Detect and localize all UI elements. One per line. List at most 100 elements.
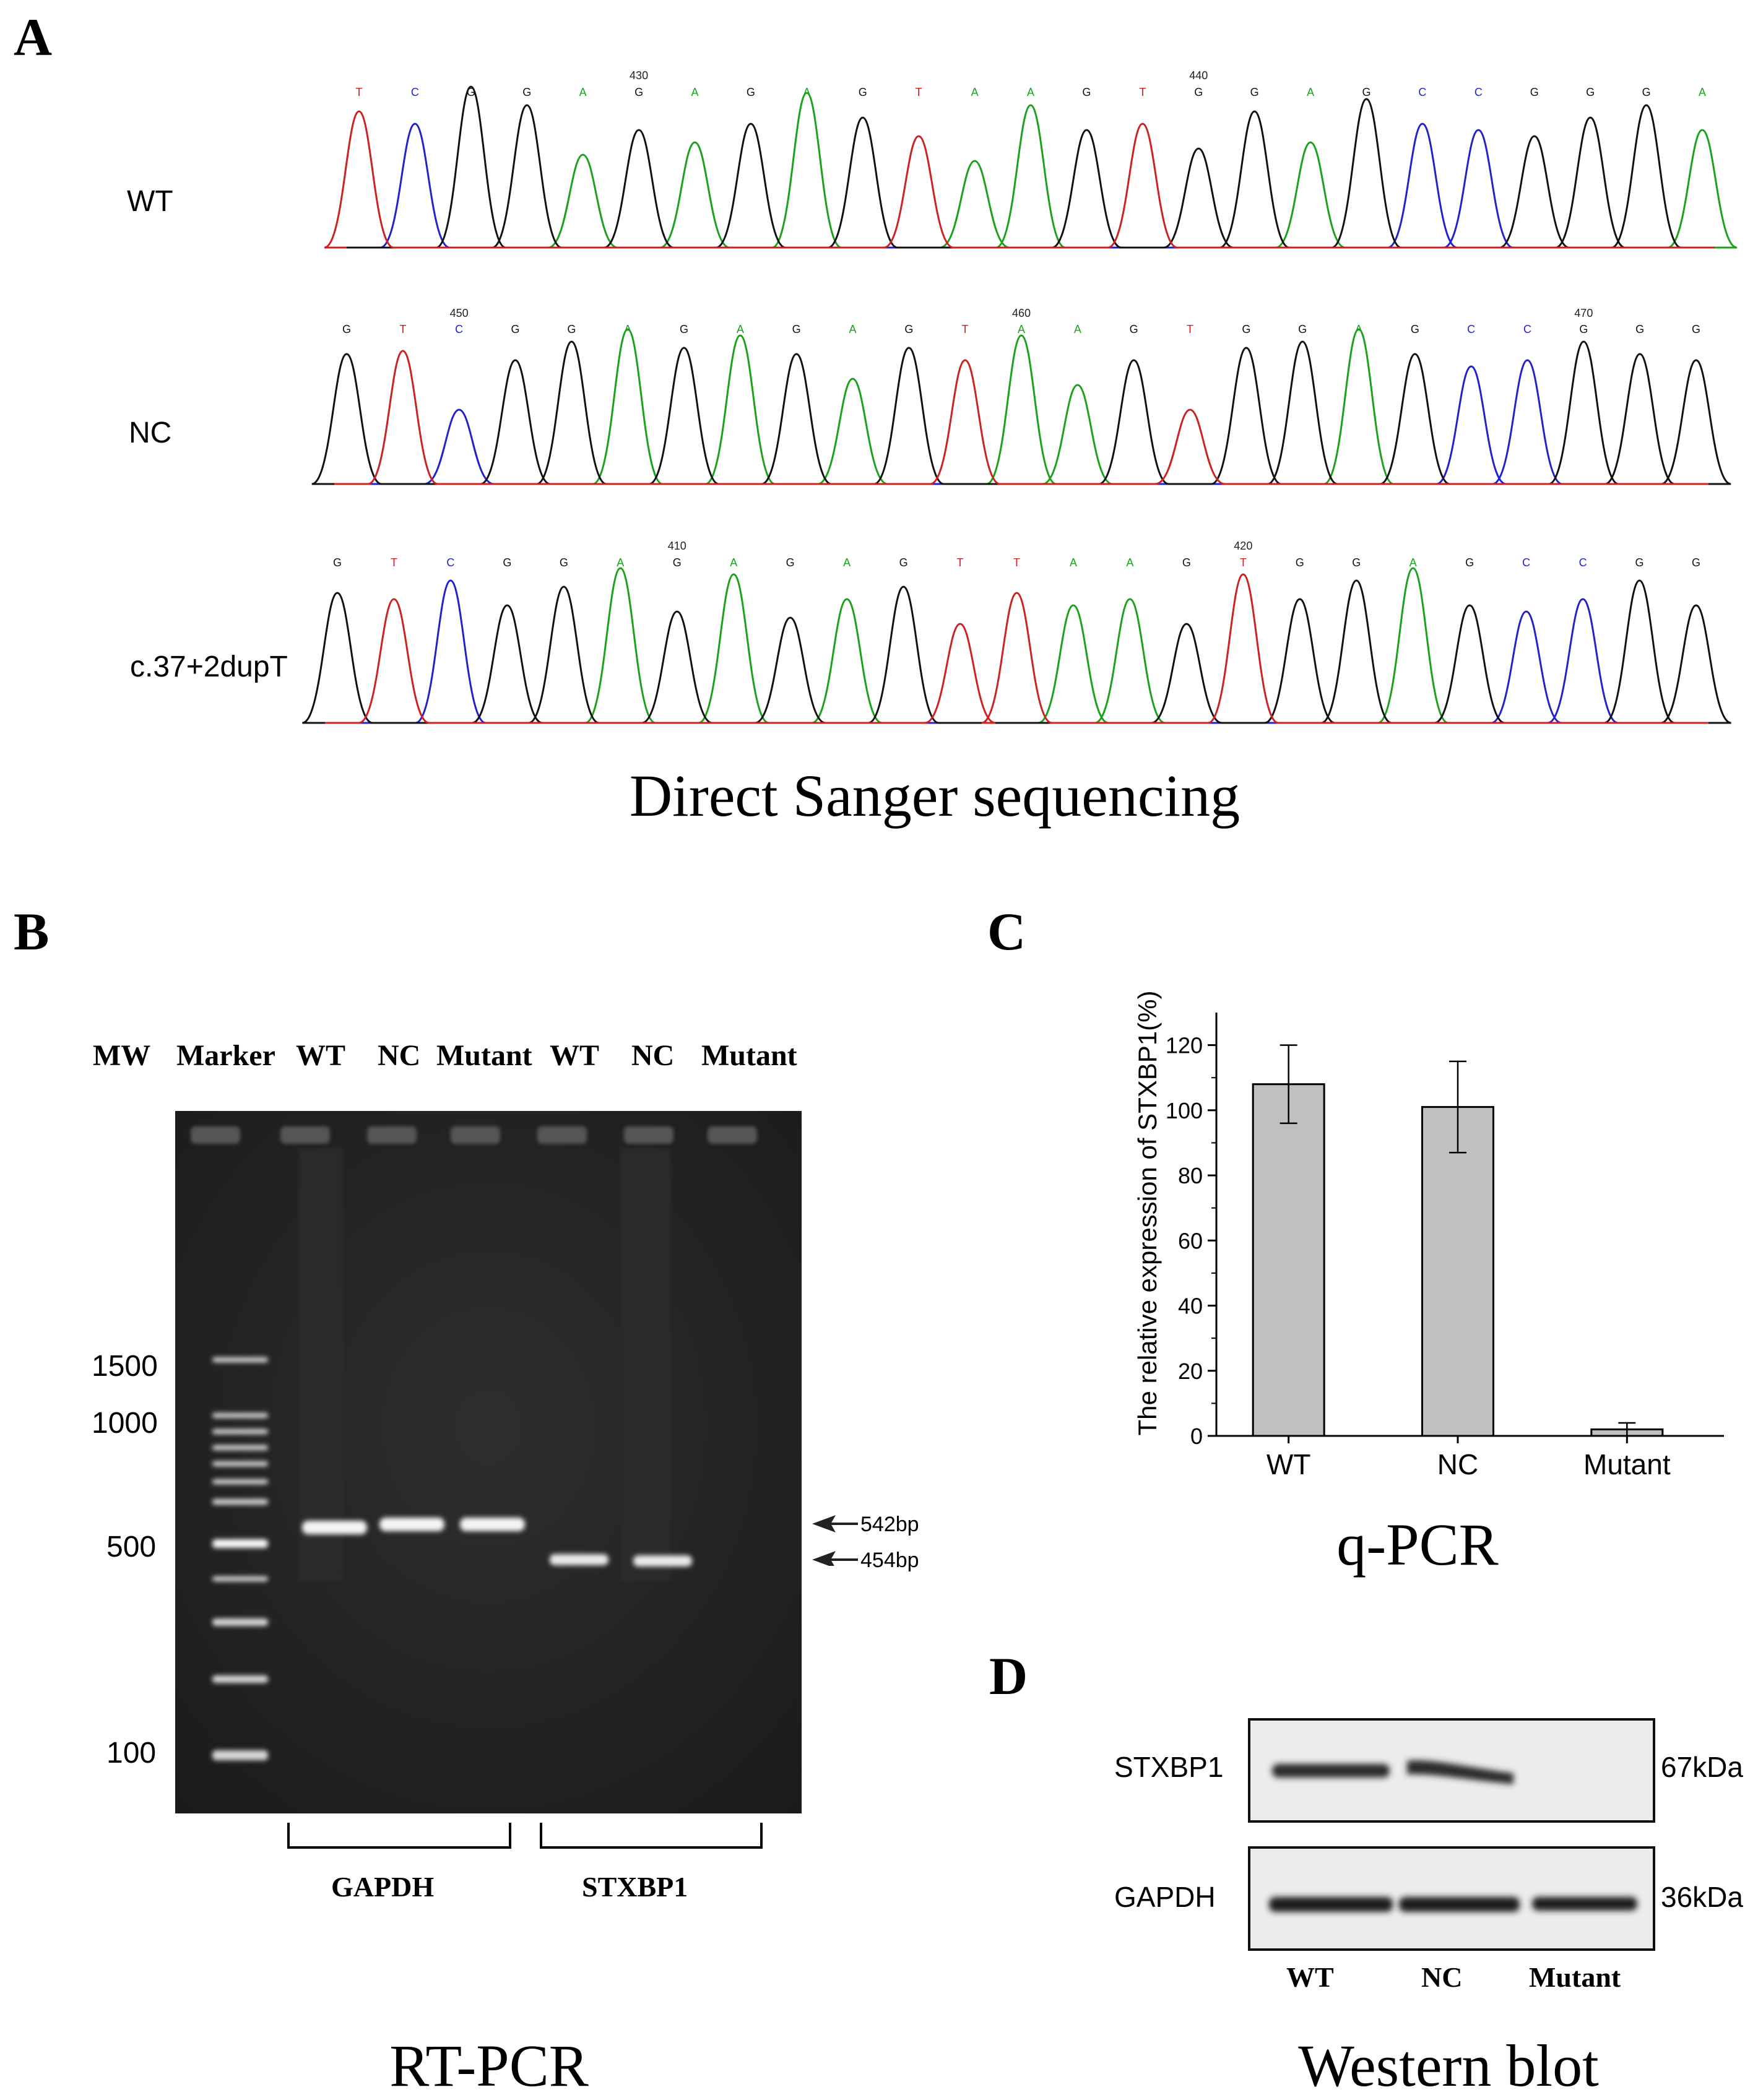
panel-c-caption: q-PCR (1336, 1511, 1499, 1578)
base-position-tick: 420 (1234, 540, 1252, 552)
base-call-letter: T (391, 556, 397, 569)
base-call-letter: A (1074, 323, 1081, 335)
base-call-letter: A (579, 86, 587, 98)
base-call-letter: G (1635, 323, 1644, 335)
base-call-letter: A (1699, 86, 1706, 98)
base-call-letter: G (904, 323, 913, 335)
chromatogram-trace (324, 110, 1715, 249)
chromatogram-trace (347, 123, 1715, 249)
y-tick-label: 80 (1178, 1163, 1203, 1188)
base-call-letter: G (1182, 556, 1191, 569)
panel-b-caption: RT-PCR (389, 2033, 589, 2099)
x-tick-label: WT (1267, 1448, 1311, 1480)
chromatogram-trace (325, 567, 1708, 724)
qpcr-bar-chart: 0 20 40 60 80 100 120 WT NC Mutant (1166, 1013, 1724, 1480)
track-label-wt: WT (127, 185, 173, 218)
base-call-letter: G (1362, 86, 1370, 98)
base-position-tick: 470 (1574, 307, 1593, 319)
base-call-letter: C (411, 86, 419, 98)
track-label-nc: NC (129, 417, 172, 449)
y-tick-label: 0 (1190, 1424, 1203, 1449)
base-call-letter: T (1240, 556, 1247, 569)
chromatogram-trace (334, 359, 1708, 485)
group-brackets (287, 1823, 763, 1849)
base-call-letter: G (899, 556, 908, 569)
base-call-letter: A (1307, 86, 1314, 98)
base-call-letter: G (1296, 556, 1304, 569)
base-call-letter: G (1298, 323, 1307, 335)
panel-a-caption: Direct Sanger sequencing (629, 763, 1241, 829)
lane-header-wt-1: WT (296, 1039, 346, 1072)
chromatogram-trace (347, 85, 1715, 249)
base-call-letter: A (691, 86, 698, 98)
mw-label-1500: 1500 (92, 1350, 158, 1383)
base-call-letter: A (1409, 556, 1417, 569)
base-call-letter: G (1692, 323, 1700, 335)
base-call-letter: T (399, 323, 406, 335)
base-call-letter: G (1082, 86, 1091, 98)
lane-header-marker: Marker (176, 1039, 275, 1072)
base-call-letter: T (1187, 323, 1193, 335)
base-call-letter: G (1579, 323, 1588, 335)
mw-label-100: 100 (106, 1737, 157, 1769)
bar-nc (1421, 1106, 1494, 1437)
x-tick-label: Mutant (1583, 1448, 1671, 1480)
base-position-tick: 440 (1189, 69, 1208, 82)
base-call-letter: C (1523, 323, 1531, 335)
x-tick-label: NC (1437, 1448, 1478, 1480)
chromatogram-trace (301, 579, 1732, 724)
chromatogram-trace (334, 350, 1708, 485)
lane-header-mutant-2: Mutant (701, 1039, 797, 1072)
base-call-letter: T (957, 556, 964, 569)
base-call-letter: G (747, 86, 755, 98)
bar-wt (1252, 1083, 1325, 1437)
base-call-letter: C (1579, 556, 1587, 569)
lane-header-mw: MW (93, 1039, 151, 1072)
lane-header-mutant-1: Mutant (436, 1039, 532, 1072)
chromatogram-trace (334, 328, 1708, 485)
chromatogram-trace (311, 340, 1731, 485)
base-call-letter: A (1126, 556, 1133, 569)
panel-a-letter: A (14, 7, 53, 67)
blot-lane-nc: NC (1421, 1961, 1463, 1993)
agarose-gel (175, 1111, 802, 1813)
chromatogram-trace (347, 92, 1738, 249)
base-position-tick: 460 (1012, 307, 1031, 319)
base-call-letter: G (634, 86, 643, 98)
base-call-letter: C (1418, 86, 1426, 98)
panel-d-caption: Western blot (1298, 2033, 1599, 2099)
base-call-letter: G (680, 323, 688, 335)
band-label-542: 542bp (860, 1513, 919, 1536)
base-call-letter: G (1352, 556, 1361, 569)
blot-size-67: 67kDa (1661, 1751, 1743, 1783)
base-call-letter: C (1467, 323, 1475, 335)
band-label-454: 454bp (860, 1549, 919, 1572)
base-position-tick: 430 (630, 69, 648, 82)
base-call-letter: A (737, 323, 744, 335)
base-call-letter: G (1586, 86, 1595, 98)
base-call-letter: G (1642, 86, 1651, 98)
mw-label-500: 500 (106, 1531, 157, 1563)
band-arrows (812, 1515, 858, 1566)
blot-lane-wt: WT (1286, 1961, 1334, 1993)
base-call-letter: T (1013, 556, 1020, 569)
blot-size-36: 36kDa (1661, 1881, 1743, 1913)
base-call-letter: G (1692, 556, 1700, 569)
base-call-letter: G (1130, 323, 1138, 335)
base-position-tick: 410 (668, 540, 686, 552)
base-call-letter: C (1522, 556, 1530, 569)
base-call-letter: A (1018, 323, 1025, 335)
lane-header-wt-2: WT (550, 1039, 600, 1072)
base-call-letter: C (446, 556, 454, 569)
base-call-letter: C (1474, 86, 1483, 98)
y-tick-label: 40 (1178, 1294, 1203, 1319)
base-call-letter: G (567, 323, 576, 335)
chromatogram-track: G T C G G A G A G A G T T A A G T G G A G C C G G 410 420 (301, 540, 1732, 724)
y-axis-label: The relative expression of STXBP1(%) (1133, 990, 1162, 1436)
western-blot (1248, 1718, 1655, 1951)
panel-b-letter: B (14, 902, 50, 961)
base-call-letter: G (792, 323, 801, 335)
group-label-stxbp1: STXBP1 (582, 1871, 688, 1903)
